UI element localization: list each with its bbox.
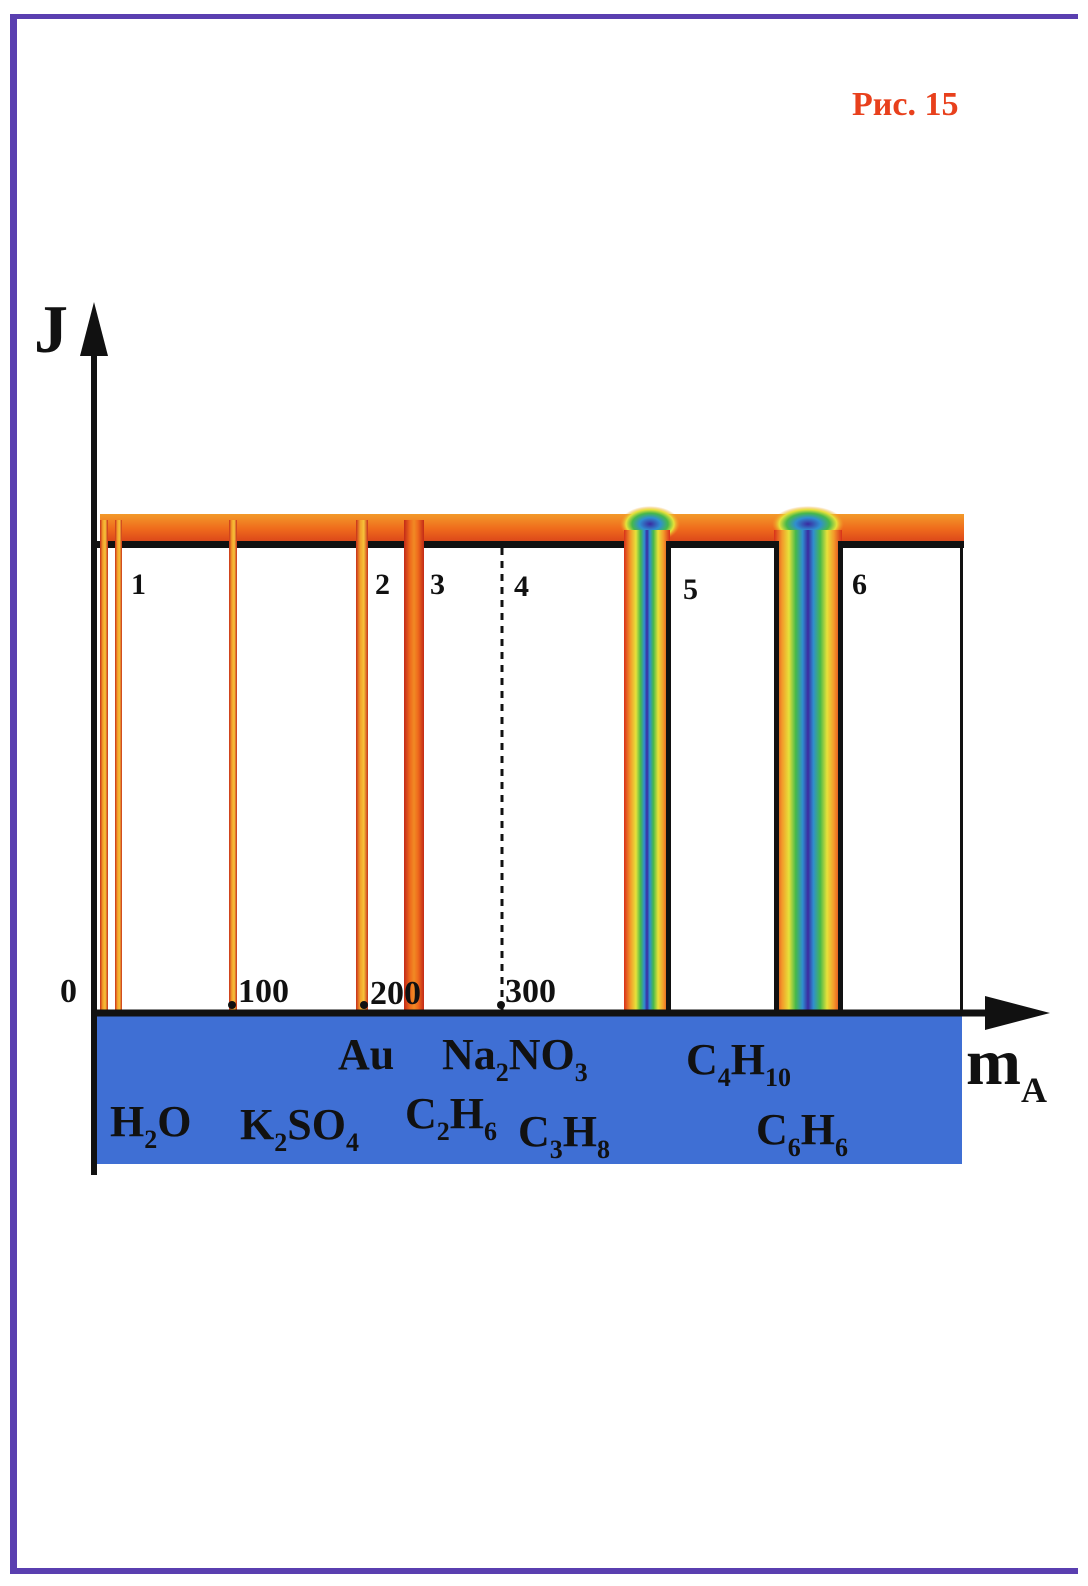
substance-c4h10: C4H10 (686, 1035, 792, 1092)
tick-label-300: 300 (505, 973, 556, 1010)
spectral-line-1 (115, 520, 122, 1012)
substance-c3h8: C3H8 (518, 1107, 611, 1164)
substance-h2o: H2O (110, 1097, 192, 1154)
tick-label-200: 200 (370, 975, 421, 1012)
y-axis-arrow (80, 302, 108, 356)
region-number-1: 1 (131, 568, 146, 601)
region-number-2: 2 (375, 568, 390, 601)
spectral-band-5 (624, 530, 670, 1012)
band-5-edge (666, 541, 671, 1012)
spectral-line-k2so4 (229, 520, 237, 1012)
figure-label: Рис. 15 (852, 86, 959, 123)
top-level-line (96, 541, 964, 548)
y-axis-label: J (34, 291, 68, 367)
region-number-6: 6 (852, 568, 867, 601)
spectral-line-3 (404, 520, 424, 1012)
region-number-5: 5 (683, 573, 698, 606)
spectral-line-h2o (100, 520, 108, 1012)
tick-dot-300 (497, 1001, 505, 1009)
region-number-3: 3 (430, 568, 445, 601)
spectral-band-6 (774, 530, 842, 1012)
x-axis-label: mA (966, 1026, 1047, 1110)
band-6-edge-right (838, 541, 843, 1012)
tick-label-100: 100 (238, 973, 289, 1010)
right-boundary (960, 541, 963, 1012)
substance-c2h6: C2H6 (405, 1089, 498, 1146)
substance-band (92, 1016, 962, 1164)
page-frame (10, 14, 1078, 1574)
substance-na2no3: Na2NO3 (442, 1030, 588, 1087)
spectral-line-2 (356, 520, 368, 1012)
tick-label-0: 0 (60, 973, 77, 1010)
band-6-edge-left (774, 541, 779, 1012)
substance-k2so4: K2SO4 (240, 1100, 359, 1157)
tick-dot-200 (360, 1001, 368, 1009)
tick-dot-100 (228, 1001, 236, 1009)
x-axis-arrow (985, 996, 1050, 1030)
region-number-4: 4 (514, 570, 529, 603)
substance-c6h6: C6H6 (756, 1105, 849, 1162)
substance-au: Au (338, 1030, 395, 1079)
